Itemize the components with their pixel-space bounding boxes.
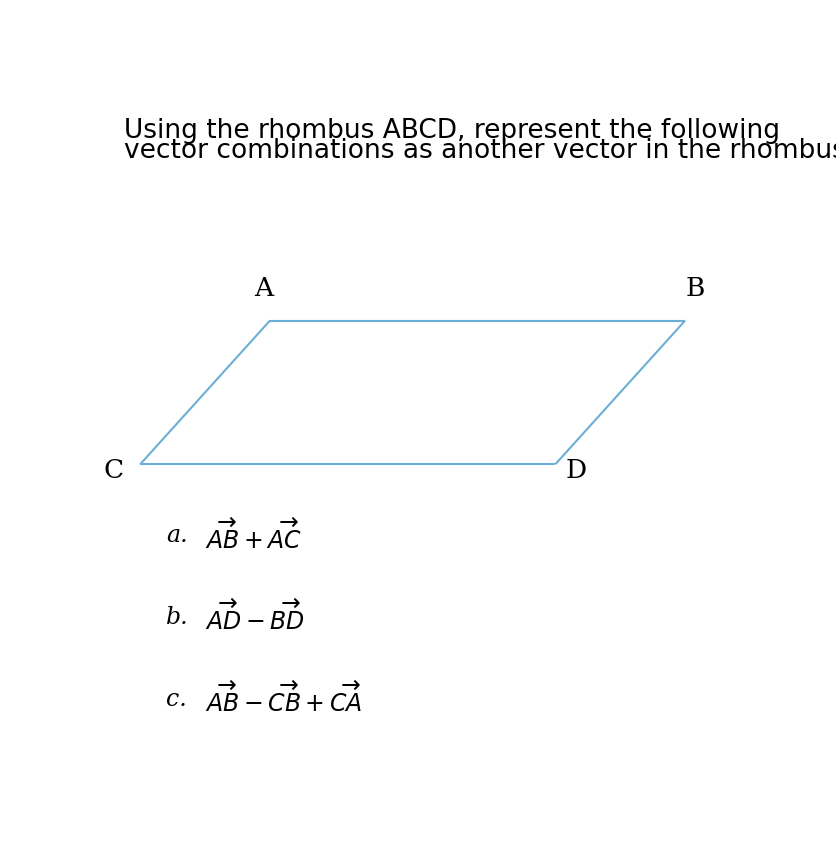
- Text: C: C: [104, 458, 124, 483]
- Text: $\overrightarrow{AD} - \overrightarrow{BD}$: $\overrightarrow{AD} - \overrightarrow{B…: [205, 600, 304, 635]
- Text: B: B: [685, 276, 704, 301]
- Text: $\overrightarrow{AB} - \overrightarrow{CB} + \overrightarrow{CA}$: $\overrightarrow{AB} - \overrightarrow{C…: [205, 682, 362, 717]
- Text: vector combinations as another vector in the rhombus.: vector combinations as another vector in…: [124, 137, 836, 164]
- Text: Using the rhombus ABCD, represent the following: Using the rhombus ABCD, represent the fo…: [124, 118, 779, 144]
- Text: D: D: [564, 458, 585, 483]
- Text: a.: a.: [166, 524, 187, 548]
- Text: c.: c.: [166, 688, 186, 711]
- Text: $\overrightarrow{AB} + \overrightarrow{AC}$: $\overrightarrow{AB} + \overrightarrow{A…: [205, 518, 302, 554]
- Text: A: A: [253, 276, 273, 301]
- Text: b.: b.: [166, 606, 189, 629]
